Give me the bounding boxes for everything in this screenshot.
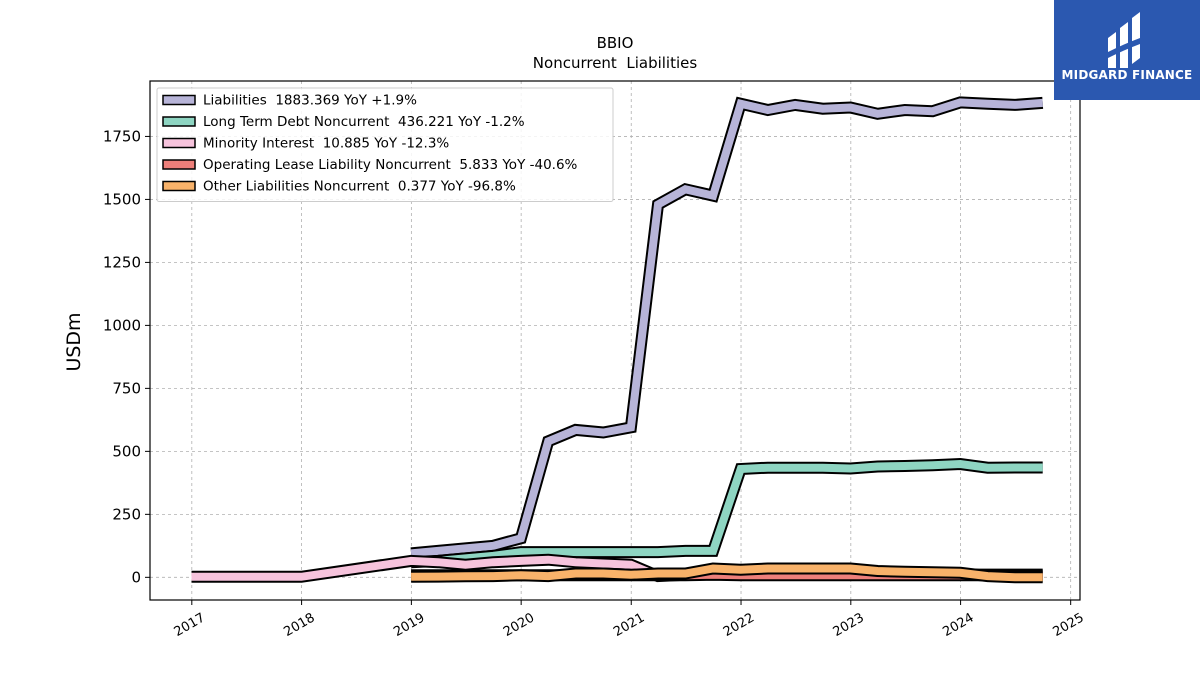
chart-title: BBIO <box>597 34 634 52</box>
series-layer <box>191 96 1044 584</box>
x-tick-label: 2021 <box>611 610 647 640</box>
x-tick-label: 2022 <box>721 610 757 640</box>
x-tick-label: 2023 <box>831 610 867 640</box>
legend-entry: Liabilities 1883.369 YoY +1.9% <box>203 93 417 109</box>
brand-mark-icon <box>1108 12 1140 68</box>
x-tick-label: 2019 <box>391 610 427 640</box>
legend-box <box>156 87 614 202</box>
series-line <box>410 98 1043 558</box>
legend-swatch <box>162 137 196 149</box>
y-tick-label: 1500 <box>103 190 141 208</box>
plot-frame <box>149 80 1081 601</box>
legend-entry: Long Term Debt Noncurrent 436.221 YoY -1… <box>203 114 525 130</box>
legend-swatch <box>162 180 196 192</box>
brand-logo: MIDGARD FINANCE <box>1054 0 1200 100</box>
legend-entry: Other Liabilities Noncurrent 0.377 YoY -… <box>203 179 516 195</box>
legend-swatch <box>162 159 196 170</box>
y-tick-label: 0 <box>131 568 141 586</box>
legend-swatch <box>162 116 196 127</box>
x-tick-label: 2024 <box>940 610 976 640</box>
x-tick-label: 2025 <box>1051 610 1087 640</box>
y-tick-label: 750 <box>112 379 141 397</box>
brand-name: MIDGARD FINANCE <box>1061 68 1193 82</box>
y-tick-label: 500 <box>112 442 141 460</box>
y-tick-label: 1250 <box>103 253 141 271</box>
series-4 <box>411 562 1043 584</box>
legend: Liabilities 1883.369 YoY +1.9% Long Term … <box>156 87 614 202</box>
y-tick-label: 1000 <box>103 316 141 334</box>
series-line <box>411 564 1043 582</box>
x-tick-label: 2017 <box>172 610 208 640</box>
y-tick-label: 250 <box>112 505 141 523</box>
legend-swatch <box>162 94 196 106</box>
y-axis: 0 250 500 750 1000 1250 1500 1750 <box>103 127 150 586</box>
legend-entry: Operating Lease Liability Noncurrent 5.8… <box>203 157 578 173</box>
legend-entry: Minority Interest 10.885 YoY -12.3% <box>203 136 449 152</box>
series-1 <box>410 457 1043 569</box>
series-0 <box>410 96 1044 560</box>
y-axis-label: USDm <box>63 312 85 371</box>
x-tick-label: 2020 <box>501 610 537 640</box>
x-tick-label: 2018 <box>281 610 317 640</box>
y-tick-label: 1750 <box>103 127 141 145</box>
series-line <box>410 459 1043 567</box>
x-axis: 2017 2018 2019 2020 2021 2022 2023 2024 2025 <box>172 600 1087 640</box>
chart-subtitle: Noncurrent Liabilities <box>533 54 698 72</box>
grid <box>150 81 1080 600</box>
